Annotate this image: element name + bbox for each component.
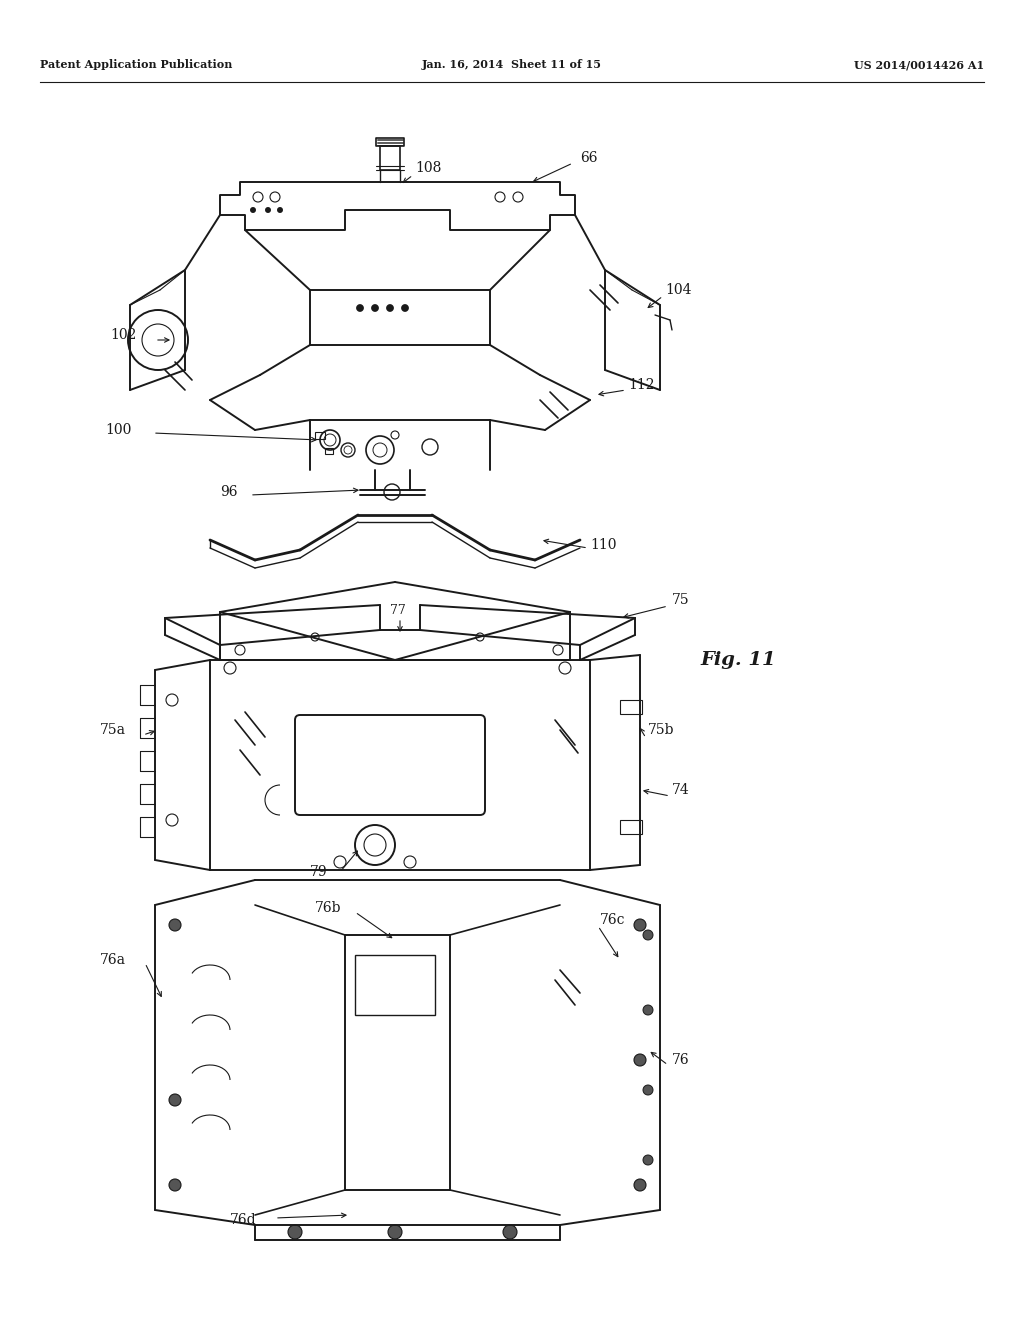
Circle shape xyxy=(169,1094,181,1106)
Circle shape xyxy=(643,1005,653,1015)
Text: 66: 66 xyxy=(580,150,597,165)
Text: Patent Application Publication: Patent Application Publication xyxy=(40,59,232,70)
Text: Jan. 16, 2014  Sheet 11 of 15: Jan. 16, 2014 Sheet 11 of 15 xyxy=(422,59,602,70)
Text: 75a: 75a xyxy=(100,723,126,737)
Text: 102: 102 xyxy=(110,327,136,342)
Circle shape xyxy=(634,919,646,931)
Circle shape xyxy=(278,209,282,213)
Text: 96: 96 xyxy=(220,484,238,499)
Circle shape xyxy=(634,1053,646,1067)
Text: 75b: 75b xyxy=(648,723,675,737)
Text: 104: 104 xyxy=(665,282,691,297)
Text: 75: 75 xyxy=(672,593,689,607)
Circle shape xyxy=(386,305,393,312)
Text: 76a: 76a xyxy=(100,953,126,968)
Circle shape xyxy=(169,919,181,931)
Text: 108: 108 xyxy=(415,161,441,176)
Circle shape xyxy=(388,1225,402,1239)
Text: 110: 110 xyxy=(590,539,616,552)
Circle shape xyxy=(643,931,653,940)
Circle shape xyxy=(634,1179,646,1191)
Circle shape xyxy=(169,1179,181,1191)
Text: 100: 100 xyxy=(105,422,131,437)
Circle shape xyxy=(372,305,379,312)
Circle shape xyxy=(266,209,270,213)
Text: Fig. 11: Fig. 11 xyxy=(700,651,775,669)
Circle shape xyxy=(251,209,255,213)
Circle shape xyxy=(643,1085,653,1096)
Bar xyxy=(620,820,642,834)
Text: 76b: 76b xyxy=(315,902,341,915)
Circle shape xyxy=(643,1155,653,1166)
Bar xyxy=(620,700,642,714)
Circle shape xyxy=(288,1225,302,1239)
Text: 76d: 76d xyxy=(230,1213,257,1228)
Circle shape xyxy=(503,1225,517,1239)
Text: 76: 76 xyxy=(672,1053,689,1067)
Text: 74: 74 xyxy=(672,783,690,797)
Text: 77: 77 xyxy=(390,603,406,616)
Circle shape xyxy=(401,305,409,312)
Bar xyxy=(355,954,435,1015)
Text: 112: 112 xyxy=(628,378,654,392)
Text: US 2014/0014426 A1: US 2014/0014426 A1 xyxy=(854,59,984,70)
Bar xyxy=(325,447,333,454)
Text: 76c: 76c xyxy=(600,913,626,927)
Bar xyxy=(315,432,325,440)
Text: 79: 79 xyxy=(310,865,328,879)
Circle shape xyxy=(356,305,364,312)
